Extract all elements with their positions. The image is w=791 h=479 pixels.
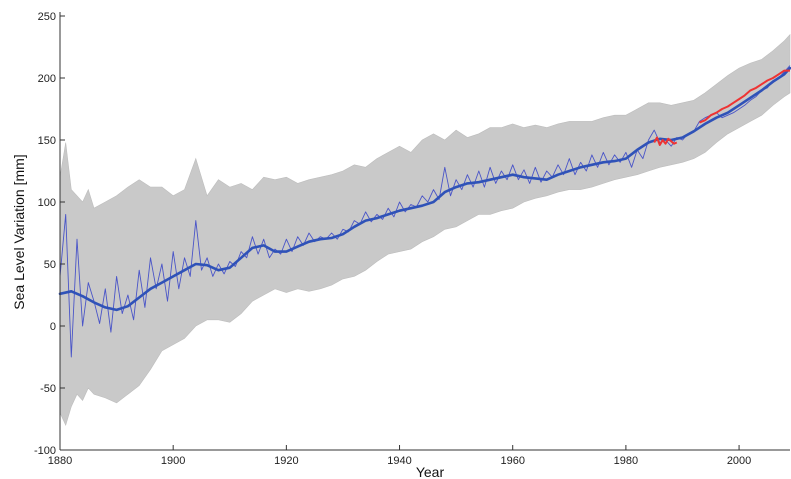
x-tick-label: 1900 bbox=[161, 455, 185, 467]
y-tick-label: 200 bbox=[38, 73, 56, 85]
satellite-series-layer bbox=[653, 69, 790, 146]
annual-series-line bbox=[59, 65, 791, 358]
x-tick-label: 1920 bbox=[274, 455, 298, 467]
y-tick-label: 150 bbox=[38, 135, 56, 147]
smoothed-series-line bbox=[58, 66, 791, 312]
y-tick-label: -50 bbox=[40, 383, 56, 395]
uncertainty-band bbox=[59, 33, 791, 427]
y-tick-label: 100 bbox=[38, 197, 56, 209]
x-tick-label: 2000 bbox=[727, 455, 751, 467]
y-tick-label: -100 bbox=[34, 445, 56, 457]
uncertainty-band-layer bbox=[59, 33, 791, 427]
y-axis-title: Sea Level Variation [mm] bbox=[11, 154, 27, 309]
x-tick-label: 1980 bbox=[614, 455, 638, 467]
x-tick-label: 1960 bbox=[500, 455, 524, 467]
x-axis-title: Year bbox=[416, 464, 445, 479]
satellite-series-segment-2 bbox=[699, 69, 790, 124]
axes: -100 -50 0 50 100 150 200 250 1880 1900 1920 1940 19… bbox=[34, 11, 790, 467]
y-tick-label: 0 bbox=[50, 321, 56, 333]
satellite-series-segment-1 bbox=[653, 136, 678, 146]
annual-series-layer bbox=[59, 65, 791, 358]
smoothed-series-layer bbox=[58, 66, 791, 312]
x-tick-label: 1940 bbox=[387, 455, 411, 467]
y-tick-label: 50 bbox=[44, 259, 56, 271]
y-tick-label: 250 bbox=[38, 11, 56, 23]
x-tick-label: 1880 bbox=[48, 455, 72, 467]
